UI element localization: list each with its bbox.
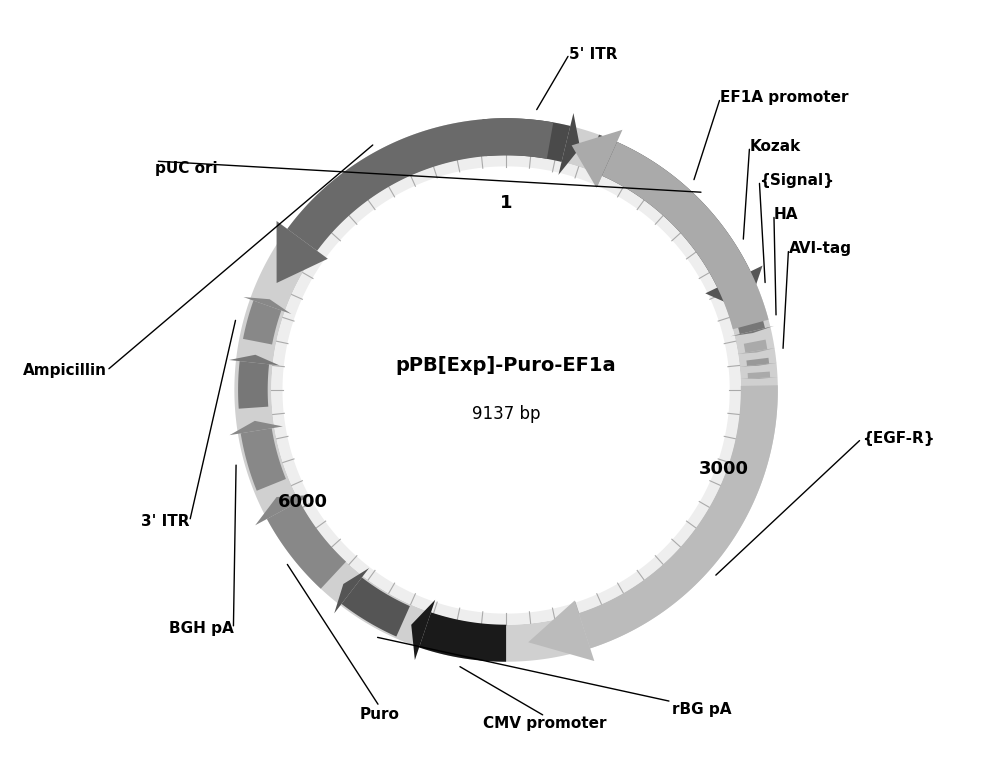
PathPatch shape — [238, 361, 269, 409]
PathPatch shape — [241, 428, 286, 491]
PathPatch shape — [739, 363, 777, 367]
PathPatch shape — [740, 377, 778, 379]
Text: 3' ITR: 3' ITR — [141, 514, 190, 529]
PathPatch shape — [746, 358, 769, 366]
PathPatch shape — [267, 502, 346, 589]
PathPatch shape — [482, 119, 570, 162]
Text: Ampicillin: Ampicillin — [23, 363, 107, 378]
PathPatch shape — [255, 495, 311, 525]
Text: 9137 bp: 9137 bp — [472, 406, 540, 424]
PathPatch shape — [731, 326, 774, 336]
Text: CMV promoter: CMV promoter — [483, 716, 607, 732]
PathPatch shape — [334, 568, 369, 613]
PathPatch shape — [558, 113, 580, 175]
PathPatch shape — [411, 600, 435, 660]
Text: AVI-tag: AVI-tag — [789, 241, 852, 257]
Text: 6000: 6000 — [278, 493, 328, 511]
Text: pUC ori: pUC ori — [155, 161, 218, 176]
PathPatch shape — [586, 135, 751, 288]
Text: HA: HA — [774, 207, 798, 222]
Text: EF1A promoter: EF1A promoter — [720, 90, 849, 105]
Text: 5' ITR: 5' ITR — [569, 47, 618, 62]
PathPatch shape — [572, 129, 622, 188]
Text: 3000: 3000 — [699, 460, 749, 478]
PathPatch shape — [528, 601, 594, 661]
PathPatch shape — [748, 371, 770, 378]
PathPatch shape — [602, 142, 769, 329]
Text: {EGF-R}: {EGF-R} — [862, 431, 934, 446]
PathPatch shape — [705, 265, 763, 312]
Text: {Signal}: {Signal} — [759, 173, 834, 188]
PathPatch shape — [229, 421, 283, 435]
Text: BGH pA: BGH pA — [169, 621, 233, 636]
PathPatch shape — [287, 119, 553, 251]
PathPatch shape — [277, 221, 328, 283]
Text: Kozak: Kozak — [750, 139, 801, 154]
PathPatch shape — [229, 355, 280, 366]
Text: rBG pA: rBG pA — [672, 702, 731, 717]
PathPatch shape — [737, 348, 775, 354]
PathPatch shape — [744, 339, 767, 353]
PathPatch shape — [243, 297, 291, 314]
PathPatch shape — [419, 612, 506, 661]
PathPatch shape — [342, 577, 410, 636]
Text: Puro: Puro — [360, 707, 399, 722]
PathPatch shape — [579, 385, 778, 648]
Text: 1: 1 — [500, 194, 512, 212]
Text: pPB[Exp]-Puro-EF1a: pPB[Exp]-Puro-EF1a — [396, 356, 616, 375]
PathPatch shape — [243, 300, 281, 345]
PathPatch shape — [737, 317, 765, 334]
PathPatch shape — [234, 119, 778, 661]
PathPatch shape — [271, 155, 741, 625]
